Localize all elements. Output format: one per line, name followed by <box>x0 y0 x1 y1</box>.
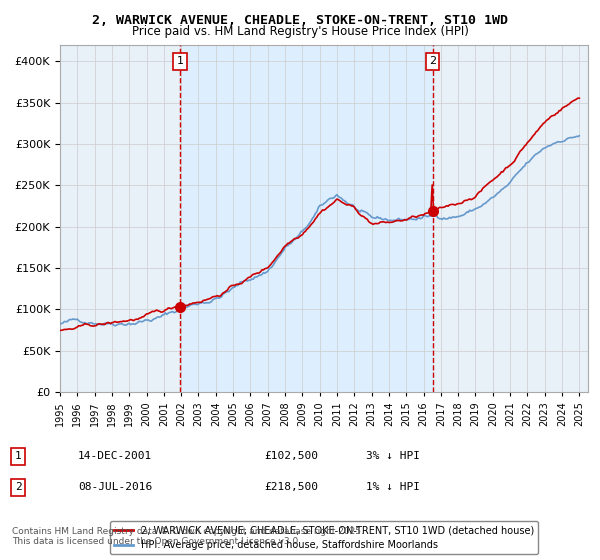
Bar <box>181 45 433 392</box>
Text: 1% ↓ HPI: 1% ↓ HPI <box>366 482 420 492</box>
Text: 2: 2 <box>14 482 22 492</box>
Text: 2: 2 <box>429 57 436 66</box>
Text: £218,500: £218,500 <box>264 482 318 492</box>
Text: 14-DEC-2001: 14-DEC-2001 <box>78 451 152 461</box>
Text: 2, WARWICK AVENUE, CHEADLE, STOKE-ON-TRENT, ST10 1WD: 2, WARWICK AVENUE, CHEADLE, STOKE-ON-TRE… <box>92 14 508 27</box>
Legend: 2, WARWICK AVENUE, CHEADLE, STOKE-ON-TRENT, ST10 1WD (detached house), HPI: Aver: 2, WARWICK AVENUE, CHEADLE, STOKE-ON-TRE… <box>110 521 538 554</box>
Text: 1: 1 <box>14 451 22 461</box>
Text: 1: 1 <box>177 57 184 66</box>
Text: 3% ↓ HPI: 3% ↓ HPI <box>366 451 420 461</box>
Text: Price paid vs. HM Land Registry's House Price Index (HPI): Price paid vs. HM Land Registry's House … <box>131 25 469 38</box>
Text: 08-JUL-2016: 08-JUL-2016 <box>78 482 152 492</box>
Text: Contains HM Land Registry data © Crown copyright and database right 2025.
This d: Contains HM Land Registry data © Crown c… <box>12 526 364 546</box>
Text: £102,500: £102,500 <box>264 451 318 461</box>
